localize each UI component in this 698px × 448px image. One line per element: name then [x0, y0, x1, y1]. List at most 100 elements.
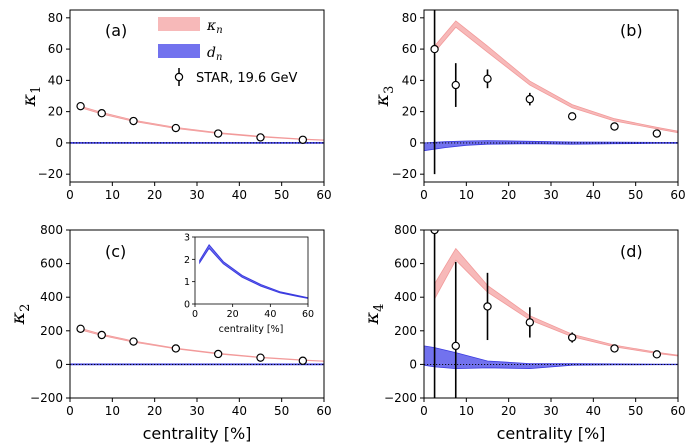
legend: κn dn STAR, 19.6 GeV	[158, 17, 298, 86]
panel-c-ytick-label-5: 800	[40, 223, 63, 237]
panel-c-xtick-label-0: 0	[66, 404, 74, 418]
panel-b-xticks: 0 10 20 30 40 50 60	[420, 182, 686, 202]
panel-a-xtick-label-1: 10	[105, 188, 120, 202]
panel-c-ytick-label-0: −200	[30, 391, 63, 405]
panel-d-ylabel: κ4	[361, 304, 387, 326]
panel-b-xtick-label-2: 20	[501, 188, 516, 202]
panel-b-xtick-label-0: 0	[420, 188, 428, 202]
legend-star-marker	[174, 72, 184, 82]
panel-a-ytick-label-1: 0	[55, 136, 63, 150]
panel-b-ytick-label-2: 20	[402, 105, 417, 119]
panel-b-star-marker-2	[483, 74, 492, 84]
panel-b-ytick-label-0: −20	[392, 167, 417, 181]
panel-c-star-marker-5	[256, 353, 265, 362]
panel-a-star-points	[76, 101, 308, 144]
panel-c-ylabel: κ2	[7, 304, 33, 326]
legend-kappa-label: κn	[206, 18, 223, 36]
panel-b-star-marker-3	[525, 94, 535, 104]
panel-a-yticks: −20 0 20 40 60 80	[38, 11, 70, 181]
inset-yticks: 0 1 2 3	[184, 233, 195, 311]
panel-a-star-marker-3	[171, 123, 181, 133]
panel-a-xticks: 0 10 20 30 40 50 60	[66, 182, 332, 202]
panel-d-xtick-label-2: 20	[501, 404, 516, 418]
panel-d-xtick-label-1: 10	[459, 404, 474, 418]
panel-b-ylabel: κ3	[371, 86, 397, 108]
panel-c-star-marker-6	[298, 356, 308, 365]
panel-c-kappa-band	[80, 327, 324, 362]
panel-b-ytick-label-4: 60	[402, 42, 417, 56]
panel-c-star-marker-0	[76, 324, 85, 333]
inset-ytick-label-0: 0	[184, 300, 190, 311]
panel-b-ytick-label-1: 0	[409, 136, 417, 150]
panel-b-ytick-label-5: 80	[402, 11, 417, 25]
panel-c-ytick-label-2: 200	[40, 324, 63, 338]
legend-d-label: dn	[207, 45, 222, 63]
panel-d-xtick-label-0: 0	[420, 404, 428, 418]
legend-kappa-swatch	[158, 17, 200, 31]
panel-d-yticks: −200 0 200 400 600 800	[384, 223, 424, 405]
panel-a-ytick-label-0: −20	[38, 167, 63, 181]
panel-d-star-marker-6	[652, 350, 662, 359]
panel-a-label: (a)	[105, 21, 127, 40]
panel-c-ytick-label-1: 0	[55, 357, 63, 371]
panel-d-xtick-label-5: 50	[628, 404, 643, 418]
panel-b-ytick-label-3: 40	[402, 73, 417, 87]
panel-d-xticks: 0 10 20 30 40 50 60	[420, 398, 686, 418]
panel-d-star-marker-1	[451, 341, 460, 351]
panel-c-xtick-label-6: 60	[316, 404, 331, 418]
inset-xtick-label-1: 20	[227, 309, 239, 320]
inset-axes-frame	[194, 236, 309, 305]
panel-d-xlabel: centrality [%]	[497, 424, 606, 443]
panel-d-xtick-label-6: 60	[670, 404, 685, 418]
panel-c-xtick-label-1: 10	[105, 404, 120, 418]
panel-d-xtick-label-3: 30	[543, 404, 558, 418]
panel-a-ytick-label-5: 80	[48, 11, 63, 25]
panel-d-star-points	[430, 230, 662, 398]
panel-d-star-marker-5	[610, 344, 619, 353]
panel-d-kappa-band-area	[434, 247, 678, 357]
panel-c-xtick-label-3: 30	[189, 404, 204, 418]
panel-a-xtick-label-5: 50	[274, 188, 289, 202]
panel-a-xtick-label-3: 30	[189, 188, 204, 202]
legend-star-label: STAR, 19.6 GeV	[196, 71, 298, 86]
panel-b-star-points	[430, 10, 662, 175]
panel-a-xtick-label-2: 20	[147, 188, 162, 202]
inset-band-area	[199, 243, 308, 299]
inset-ytick-label-3: 3	[184, 233, 190, 244]
panel-a-star-marker-0	[76, 101, 85, 111]
panel-b-xtick-label-5: 50	[628, 188, 643, 202]
panel-a-xtick-label-0: 0	[66, 188, 74, 202]
panel-c-label: (c)	[105, 242, 126, 261]
panel-d-ytick-label-3: 400	[394, 290, 417, 304]
panel-b-kappa-band	[434, 20, 678, 134]
panel-d-ytick-label-2: 200	[394, 324, 417, 338]
inset-xtick-label-0: 0	[192, 309, 198, 320]
panel-b-star-marker-0	[430, 44, 439, 54]
panel-a-xtick-label-4: 40	[232, 188, 247, 202]
panel-d-ytick-label-0: −200	[384, 391, 417, 405]
inset-background	[195, 237, 308, 304]
panel-d-kappa-band	[434, 247, 678, 357]
panel-a-star-marker-1	[97, 108, 106, 118]
panel-b-d-band	[424, 140, 678, 152]
panel-b-star-marker-6	[652, 129, 662, 138]
panel-d-ytick-label-4: 600	[394, 257, 417, 271]
panel-a-ytick-label-4: 60	[48, 42, 63, 56]
panel-d-star-marker-3	[525, 318, 535, 327]
panel-a-kappa-band-area	[80, 105, 324, 141]
legend-d-swatch	[158, 44, 200, 58]
panel-c-xticks: 0 10 20 30 40 50 60	[66, 398, 332, 418]
panel-c-star-marker-2	[129, 337, 138, 346]
inset-band	[199, 243, 308, 299]
panel-c-yticks: −200 0 200 400 600 800	[30, 223, 70, 405]
panel-b-xtick-label-4: 40	[586, 188, 601, 202]
inset-xtick-label-2: 40	[264, 309, 276, 320]
panel-b-d-band-area	[424, 140, 678, 152]
panel-a-star-marker-6	[298, 135, 308, 144]
panel-b-kappa-band-area	[434, 20, 678, 134]
panel-a-star-marker-4	[213, 129, 223, 138]
panel-a-star-marker-5	[256, 133, 265, 142]
